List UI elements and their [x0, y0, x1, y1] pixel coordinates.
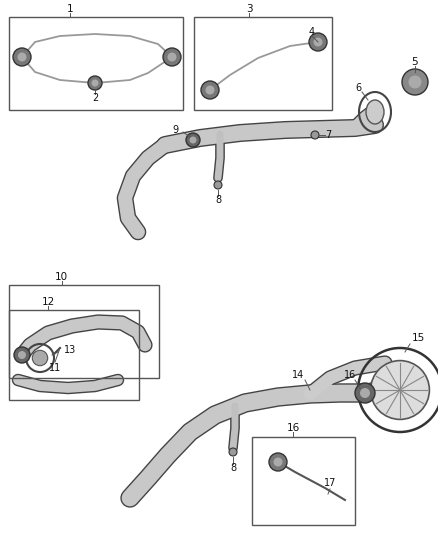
Ellipse shape [366, 100, 384, 124]
Circle shape [92, 79, 99, 86]
Circle shape [205, 85, 215, 94]
Circle shape [167, 52, 177, 61]
Circle shape [201, 81, 219, 99]
Circle shape [18, 52, 27, 61]
Circle shape [186, 133, 200, 147]
Bar [9, 17, 183, 110]
Bar [252, 437, 355, 525]
Circle shape [314, 37, 322, 46]
Circle shape [273, 457, 283, 466]
Circle shape [88, 76, 102, 90]
Circle shape [311, 131, 319, 139]
Text: 4: 4 [309, 27, 315, 37]
Ellipse shape [371, 361, 429, 419]
Circle shape [360, 388, 370, 398]
Text: 8: 8 [230, 463, 236, 473]
Text: 3: 3 [246, 4, 253, 14]
Circle shape [269, 453, 287, 471]
Text: 16: 16 [286, 423, 300, 433]
Circle shape [18, 351, 26, 359]
Text: 8: 8 [215, 195, 221, 205]
Circle shape [214, 181, 222, 189]
Text: 6: 6 [355, 83, 361, 93]
Text: 10: 10 [55, 272, 68, 282]
Circle shape [14, 347, 30, 363]
Text: 12: 12 [41, 297, 55, 307]
Bar [9, 285, 159, 378]
Text: 17: 17 [324, 478, 336, 488]
Text: 16: 16 [344, 370, 356, 380]
Bar [194, 17, 332, 110]
Circle shape [355, 383, 375, 403]
Text: 14: 14 [292, 370, 304, 380]
Circle shape [402, 69, 428, 95]
Circle shape [190, 136, 197, 143]
Text: 7: 7 [325, 130, 331, 140]
Circle shape [32, 350, 48, 366]
Circle shape [229, 448, 237, 456]
Circle shape [13, 48, 31, 66]
Circle shape [409, 76, 421, 88]
Text: 9: 9 [172, 125, 178, 135]
Text: 2: 2 [92, 93, 98, 103]
Bar [9, 310, 139, 400]
Text: 5: 5 [412, 57, 418, 67]
Circle shape [309, 33, 327, 51]
Text: 13: 13 [64, 345, 76, 355]
Circle shape [163, 48, 181, 66]
Text: 1: 1 [67, 4, 73, 14]
Text: 11: 11 [49, 363, 61, 373]
Text: 15: 15 [411, 333, 424, 343]
